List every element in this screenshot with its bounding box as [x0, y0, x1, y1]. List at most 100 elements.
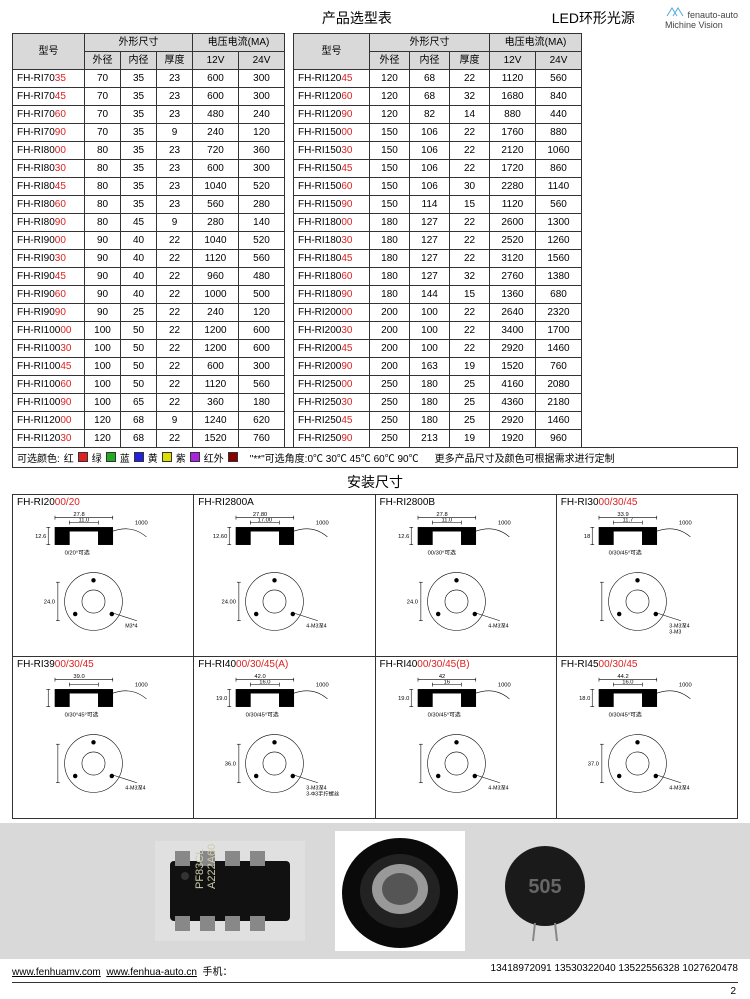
table-row: FH-RI250002501802541602080 [294, 375, 582, 393]
table-row: FH-RI120901208214880440 [294, 105, 582, 123]
color-swatch [106, 452, 116, 462]
footer: www.fenhuamv.com www.fenhua-auto.cn 手机： … [12, 959, 738, 983]
svg-text:4-M3深4: 4-M3深4 [669, 783, 689, 791]
svg-text:1000: 1000 [679, 682, 692, 688]
table-row: FH-RI7045703523600300 [13, 87, 285, 105]
svg-text:3-M3深4: 3-M3深4 [307, 783, 327, 791]
table-row: FH-RI100451005022600300 [13, 357, 285, 375]
svg-text:M3*4: M3*4 [125, 623, 137, 629]
svg-text:12.60: 12.60 [213, 534, 227, 540]
table-row: FH-RI1003010050221200600 [13, 339, 285, 357]
svg-text:24.0: 24.0 [406, 599, 417, 605]
svg-text:16.0: 16.0 [259, 679, 270, 685]
color-swatch [162, 452, 172, 462]
svg-text:0/30/45°可选: 0/30/45°可选 [608, 710, 641, 718]
color-swatch [134, 452, 144, 462]
table-row: FH-RI809080459280140 [13, 213, 285, 231]
svg-text:3-M3: 3-M3 [669, 629, 681, 635]
svg-text:17.00: 17.00 [258, 517, 272, 523]
product-title: LED环形光源 [552, 8, 635, 28]
logo-icon [665, 6, 685, 18]
page-title: 产品选型表 [12, 8, 552, 28]
svg-text:4-M3深4: 4-M3深4 [307, 621, 327, 629]
spec-table-right: 型号外形尺寸电压电流(MA)外径内径厚度12V24VFH-RI120451206… [293, 33, 582, 448]
ring-light-photo [335, 831, 465, 951]
install-title: 安装尺寸 [12, 472, 738, 492]
table-row: FH-RI20090200163191520760 [294, 357, 582, 375]
color-options-row: 可选颜色:红绿蓝黄紫红外"**"可选角度:0℃ 30℃ 45℃ 60℃ 90℃更… [12, 447, 738, 468]
table-row: FH-RI100901006522360180 [13, 393, 285, 411]
svg-text:1000: 1000 [135, 682, 148, 688]
svg-text:24.0: 24.0 [44, 599, 55, 605]
table-row: FH-RI8000803523720360 [13, 141, 285, 159]
table-row: FH-RI90609040221000500 [13, 285, 285, 303]
table-row: FH-RI18090180144151360680 [294, 285, 582, 303]
svg-text:19.0: 19.0 [398, 696, 409, 702]
table-row: FH-RI150301501062221201060 [294, 141, 582, 159]
table-row: FH-RI150601501063022801140 [294, 177, 582, 195]
svg-text:39.0: 39.0 [73, 674, 84, 680]
svg-text:3-Φ3手拧螺丝: 3-Φ3手拧螺丝 [307, 789, 340, 797]
table-row: FH-RI1203012068221520760 [13, 429, 285, 447]
table-row: FH-RI9045904022960480 [13, 267, 285, 285]
table-row: FH-RI90309040221120560 [13, 249, 285, 267]
table-row: FH-RI1204512068221120560 [294, 69, 582, 87]
diagram-cell: FH-RI2800B 27.8 11.0 1000 12.6 00/30°可选 … [376, 495, 557, 657]
table-row: FH-RI1000010050221200600 [13, 321, 285, 339]
table-row: FH-RI180301801272225201260 [294, 231, 582, 249]
table-row: FH-RI25090250213191920960 [294, 429, 582, 447]
svg-text:4-M3深4: 4-M3深4 [488, 783, 508, 791]
diagram-grid: FH-RI2000/20 27.8 11.0 1000 12.6 0/20°可选… [12, 494, 738, 819]
table-row: FH-RI8030803523600300 [13, 159, 285, 177]
diagram-cell: FH-RI2000/20 27.8 11.0 1000 12.6 0/20°可选… [13, 495, 194, 657]
svg-text:18: 18 [584, 534, 590, 540]
table-row: FH-RI9090902522240120 [13, 303, 285, 321]
table-row: FH-RI200002001002226402320 [294, 303, 582, 321]
svg-text:18.0: 18.0 [579, 696, 590, 702]
page-number: 2 [730, 986, 736, 997]
svg-text:36.0: 36.0 [225, 761, 236, 767]
svg-text:1000: 1000 [497, 682, 510, 688]
table-row: FH-RI709070359240120 [13, 123, 285, 141]
thermistor-photo: 505 [495, 841, 595, 941]
svg-text:0/30/45°可选: 0/30/45°可选 [427, 710, 460, 718]
table-row: FH-RI200452001002229201460 [294, 339, 582, 357]
svg-text:12.6: 12.6 [398, 534, 409, 540]
photos-row: PF83CL A222A60 505 [0, 823, 750, 959]
table-row: FH-RI250452501802529201460 [294, 411, 582, 429]
svg-text:1000: 1000 [135, 520, 148, 526]
table-row: FH-RI7060703523480240 [13, 105, 285, 123]
svg-text:16: 16 [443, 679, 449, 685]
diagram-cell: FH-RI3900/30/45 39.0 1000 0/30°45°可选 [13, 657, 194, 819]
svg-text:A222A60: A222A60 [206, 844, 218, 889]
diagram-cell: FH-RI2800A 27.80 17.00 1000 12.60 24.00 [194, 495, 375, 657]
svg-text:3-M3深4: 3-M3深4 [669, 621, 689, 629]
diagram-cell: FH-RI4000/30/45(B) 42 16 1000 19.0 0/30/… [376, 657, 557, 819]
svg-text:0/30/45°可选: 0/30/45°可选 [608, 548, 641, 556]
color-swatch [228, 452, 238, 462]
table-row: FH-RI180001801272226001300 [294, 213, 582, 231]
svg-text:0/30/45°可选: 0/30/45°可选 [246, 710, 279, 718]
table-row: FH-RI15000150106221760880 [294, 123, 582, 141]
svg-text:12.6: 12.6 [35, 534, 46, 540]
svg-text:1000: 1000 [497, 520, 510, 526]
svg-text:505: 505 [528, 876, 561, 898]
table-row: FH-RI120001206891240620 [13, 411, 285, 429]
diagram-cell: FH-RI3000/30/45 33.9 11.7 1000 18 0/30/4… [557, 495, 738, 657]
svg-text:4-M3深4: 4-M3深4 [488, 621, 508, 629]
logo: fenauto-auto Michine Vision [665, 6, 738, 31]
table-row: FH-RI200302001002234001700 [294, 321, 582, 339]
svg-text:4-M3深4: 4-M3深4 [125, 783, 145, 791]
table-row: FH-RI90009040221040520 [13, 231, 285, 249]
svg-text:0/20°可选: 0/20°可选 [65, 548, 90, 556]
svg-text:24.00: 24.00 [222, 599, 236, 605]
svg-text:1000: 1000 [316, 520, 329, 526]
table-row: FH-RI180451801272231201560 [294, 249, 582, 267]
table-row: FH-RI180601801273227601380 [294, 267, 582, 285]
table-row: FH-RI7035703523600300 [13, 69, 285, 87]
table-row: FH-RI15045150106221720860 [294, 159, 582, 177]
table-row: FH-RI80458035231040520 [13, 177, 285, 195]
svg-text:1000: 1000 [679, 520, 692, 526]
svg-text:0/30°45°可选: 0/30°45°可选 [65, 710, 99, 718]
spec-table-left: 型号外形尺寸电压电流(MA)外径内径厚度12V24VFH-RI703570352… [12, 33, 285, 448]
